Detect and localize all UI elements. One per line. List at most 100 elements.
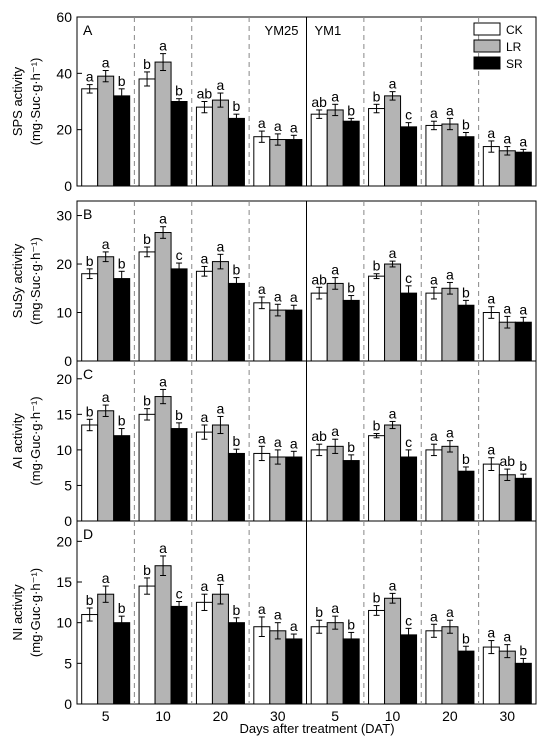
panel-d-bar-ym25-lr <box>269 630 287 705</box>
cultivar-label-ym25: YM25 <box>265 23 299 38</box>
panel-b-bar-ym25-lr <box>97 256 115 362</box>
panel-c-significance-letter: b <box>519 458 527 474</box>
panel-b-y-tick-label: 20 <box>56 256 72 272</box>
panel-a-bar-ym1-sr <box>400 126 418 187</box>
panel-a-bar-ym25-lr <box>269 139 287 187</box>
panel-d-bar-ym25-ck <box>81 614 99 705</box>
panel-b-bar-ym1-ck <box>310 292 328 362</box>
panel-c-bar-ym25-sr <box>285 456 303 522</box>
panel-d-bar-ym1-ck <box>482 646 500 705</box>
panel-d-y-tick-label: 10 <box>56 615 72 631</box>
panel-b-bar-ym25-lr <box>269 309 287 362</box>
panel-d-significance-letter: b <box>143 562 151 578</box>
panel-d-significance-letter: a <box>389 577 397 593</box>
panel-c-bar-ym25-lr <box>269 456 287 522</box>
panel-c-bar-ym1-lr <box>326 445 344 522</box>
panel-c-bar-ym25-ck <box>81 424 99 522</box>
panel-c-bar-ym1-ck <box>368 435 386 522</box>
panel-a-significance-letter: b <box>373 88 381 104</box>
x-tick-label: 5 <box>102 708 110 724</box>
panel-d-significance-letter: a <box>217 568 225 584</box>
panel-b-significance-letter: b <box>233 262 241 278</box>
panel-b-significance-letter: b <box>462 284 470 300</box>
x-tick-label: 10 <box>155 708 171 724</box>
panel-c-bar-ym1-ck <box>482 463 500 522</box>
panel-c-significance-letter: b <box>233 433 241 449</box>
panel-d-significance-letter: a <box>503 629 511 645</box>
panel-a-bar-ym25-lr <box>154 61 172 187</box>
panel-d-bar-ym25-sr <box>170 605 188 705</box>
panel-b-significance-letter: a <box>430 271 438 287</box>
panel-c-bar-ym1-sr <box>514 477 532 522</box>
panel-d-bar-ym1-sr <box>514 662 532 705</box>
panel-d-significance-letter: a <box>102 570 110 586</box>
panel-b-bar-ym1-sr <box>342 299 360 362</box>
panel-d-significance-letter: a <box>159 540 167 556</box>
panel-c-significance-letter: b <box>86 403 94 419</box>
panel-d-significance-letter: c <box>405 612 412 628</box>
panel-d-significance-letter: b <box>118 600 126 616</box>
panel-b-bar-ym25-sr <box>227 282 245 362</box>
panel-b-significance-letter: b <box>86 253 94 269</box>
legend-swatch-lr <box>473 39 501 53</box>
panel-c-significance-letter: b <box>347 439 355 455</box>
panel-a-y-tick-label: 0 <box>64 178 72 194</box>
panel-c-significance-letter: a <box>159 373 167 389</box>
panel-d-significance-letter: b <box>462 630 470 646</box>
panel-a-bar-ym25-ck <box>138 78 156 187</box>
panel-d-bar-ym1-ck <box>368 609 386 705</box>
panel-d-bar-ym25-ck <box>195 601 213 705</box>
panel-a-significance-letter: ab <box>311 94 327 110</box>
panel-c-significance-letter: a <box>290 435 298 451</box>
panel-d-significance-letter: a <box>258 601 266 617</box>
panel-c-bar-ym1-lr <box>441 445 459 522</box>
panel-b-bar-ym1-sr <box>457 304 475 362</box>
panel-d-significance-letter: a <box>446 604 454 620</box>
panel-a-y-axis-title: SPS activity <box>10 66 25 136</box>
panel-b-significance-letter: a <box>487 291 495 307</box>
panel-d-significance-letter: b <box>347 616 355 632</box>
panel-a-bar-ym25-ck <box>195 106 213 187</box>
panel-b-bar-ym25-sr <box>285 309 303 362</box>
panel-c-bar-ym1-lr <box>384 424 402 522</box>
x-axis-title: Days after treatment (DAT) <box>239 721 394 736</box>
panel-a-y-tick-label: 20 <box>56 122 72 138</box>
panel-a-letter: A <box>83 22 93 38</box>
panel-d-bar-ym1-lr <box>326 622 344 705</box>
panel-d-bar-ym1-lr <box>384 597 402 705</box>
panel-a-bar-ym25-ck <box>81 88 99 187</box>
panel-d-y-tick-label: 15 <box>56 574 72 590</box>
legend-label-sr: SR <box>506 57 523 71</box>
panel-b-significance-letter: b <box>143 231 151 247</box>
panel-d-y-axis-title: NI activity <box>10 584 25 641</box>
panel-b-y-tick-label: 30 <box>56 208 72 224</box>
panel-d-bar-ym25-ck <box>138 585 156 705</box>
legend-label-lr: LR <box>506 40 522 54</box>
panel-a-bar-ym25-sr <box>227 117 245 187</box>
panel-c-bar-ym25-ck <box>195 431 213 522</box>
panel-c-bar-ym1-lr <box>498 474 516 522</box>
panel-d-bar-ym25-lr <box>97 593 115 705</box>
panel-c-bar-ym25-ck <box>253 452 271 522</box>
x-tick-label: 30 <box>500 708 516 724</box>
panel-c-significance-letter: c <box>405 434 412 450</box>
panel-a-significance-letter: b <box>233 98 241 114</box>
panel-b-y-tick-label: 0 <box>64 353 72 369</box>
panel-c-significance-letter: b <box>175 407 183 423</box>
panel-c-y-axis-unit: (mg·Guc·g·h⁻¹) <box>28 396 43 485</box>
panel-d-bar-ym25-ck <box>253 626 271 705</box>
panel-b-significance-letter: a <box>258 281 266 297</box>
panel-d-significance-letter: a <box>201 578 209 594</box>
panel-a-bar-ym1-sr <box>457 136 475 187</box>
panel-d-bar-ym1-ck <box>425 630 443 705</box>
legend-swatch-ck <box>473 22 501 36</box>
panel-c-bar-ym25-lr <box>211 424 229 522</box>
panel-d-significance-letter: b <box>315 604 323 620</box>
panel-b-significance-letter: b <box>118 255 126 271</box>
panel-a-significance-letter: a <box>389 76 397 92</box>
panel-c-significance-letter: a <box>274 434 282 450</box>
panel-b-significance-letter: c <box>405 270 412 286</box>
panel-b-bar-ym1-lr <box>384 263 402 362</box>
panel-c-significance-letter: b <box>462 451 470 467</box>
panel-c-y-tick-label: 10 <box>56 442 72 458</box>
